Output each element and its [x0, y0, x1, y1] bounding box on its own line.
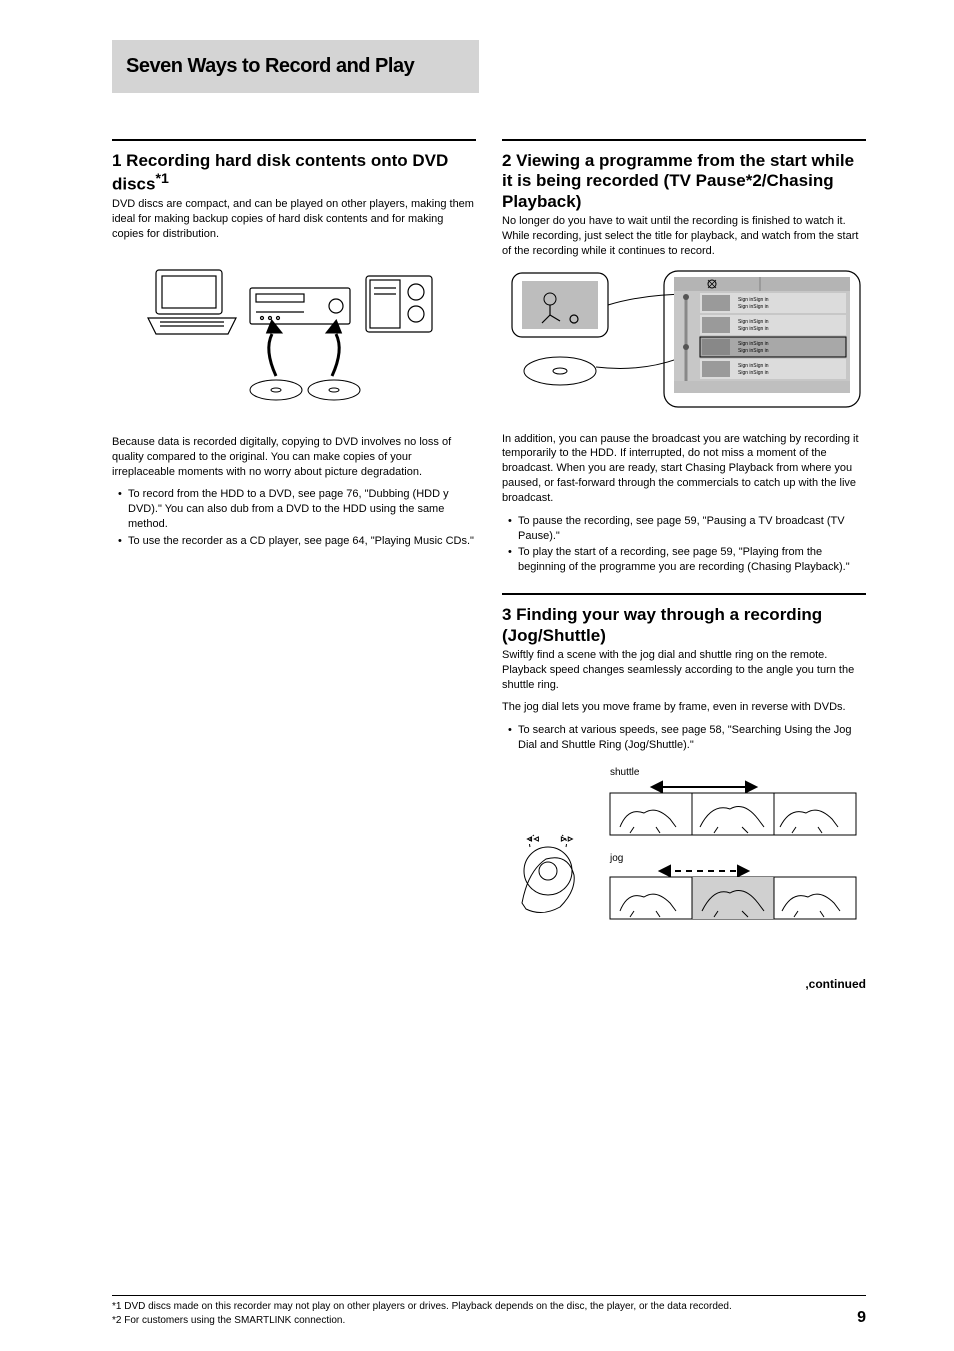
section1-para1: DVD discs are compact, and can be played…	[112, 197, 476, 242]
section1-bullets: To record from the HDD to a DVD, see pag…	[118, 487, 476, 548]
section2-para2: In addition, you can pause the broadcast…	[502, 432, 866, 506]
jogshuttle-svg: shuttle	[504, 763, 864, 943]
right-column: 2 Viewing a programme from the start whi…	[502, 121, 866, 992]
figure-devices-discs	[112, 250, 476, 425]
footnote-ref-1: *1	[155, 171, 168, 187]
section2-bullet-1: To pause the recording, see page 59, "Pa…	[508, 514, 866, 544]
section-divider	[112, 139, 476, 141]
shuttle-label: shuttle	[610, 767, 640, 778]
section-divider-2	[502, 139, 866, 141]
section2-heading: 2 Viewing a programme from the start whi…	[502, 151, 866, 212]
svg-text:Sign inSign in: Sign inSign in	[738, 370, 769, 376]
svg-text:Sign inSign in: Sign inSign in	[738, 363, 769, 369]
svg-text:Sign inSign in: Sign inSign in	[738, 297, 769, 303]
continued-indicator: ,continued	[502, 976, 866, 992]
jog-label: jog	[609, 853, 623, 864]
figure-jog-shuttle: shuttle	[502, 763, 866, 948]
section2-bullet-2: To play the start of a recording, see pa…	[508, 545, 866, 575]
section3-para1: Swiftly find a scene with the jog dial a…	[502, 648, 866, 693]
devices-svg	[144, 250, 444, 420]
section-divider-3	[502, 593, 866, 595]
footnote-1: *1 DVD discs made on this recorder may n…	[112, 1300, 866, 1314]
svg-text:Sign inSign in: Sign inSign in	[738, 341, 769, 347]
section2-bullets: To pause the recording, see page 59, "Pa…	[508, 514, 866, 575]
page-number: 9	[857, 1307, 866, 1329]
footnote-bar: *1 DVD discs made on this recorder may n…	[112, 1295, 866, 1327]
section1-bullet-1: To record from the HDD to a DVD, see pag…	[118, 487, 476, 532]
footnote-2: *2 For customers using the SMARTLINK con…	[112, 1314, 866, 1328]
figure-chasing-playback: Sign inSign in Sign inSign in Sign inSig…	[502, 267, 866, 422]
svg-text:Sign inSign in: Sign inSign in	[738, 348, 769, 354]
svg-text:Sign inSign in: Sign inSign in	[738, 304, 769, 310]
section-header-box: Seven Ways to Record and Play	[112, 40, 479, 93]
left-column: 1 Recording hard disk contents onto DVD …	[112, 121, 476, 992]
svg-text:◄◄: ◄◄	[526, 836, 540, 843]
section3-bullets: To search at various speeds, see page 58…	[508, 723, 866, 753]
svg-text:Sign inSign in: Sign inSign in	[738, 326, 769, 332]
svg-text:Sign inSign in: Sign inSign in	[738, 319, 769, 325]
section3-para2: The jog dial lets you move frame by fram…	[502, 700, 866, 715]
page-main-heading: Seven Ways to Record and Play	[126, 54, 465, 79]
section1-heading: 1 Recording hard disk contents onto DVD …	[112, 151, 476, 195]
section1-para2: Because data is recorded digitally, copy…	[112, 435, 476, 480]
section2-para1: No longer do you have to wait until the …	[502, 214, 866, 259]
svg-text:►►: ►►	[560, 836, 574, 843]
chasing-svg: Sign inSign in Sign inSign in Sign inSig…	[504, 267, 864, 417]
section1-bullet-2: To use the recorder as a CD player, see …	[118, 534, 476, 549]
section3-bullet-1: To search at various speeds, see page 58…	[508, 723, 866, 753]
two-column-layout: 1 Recording hard disk contents onto DVD …	[112, 121, 866, 992]
section3-heading: 3 Finding your way through a recording (…	[502, 605, 866, 646]
